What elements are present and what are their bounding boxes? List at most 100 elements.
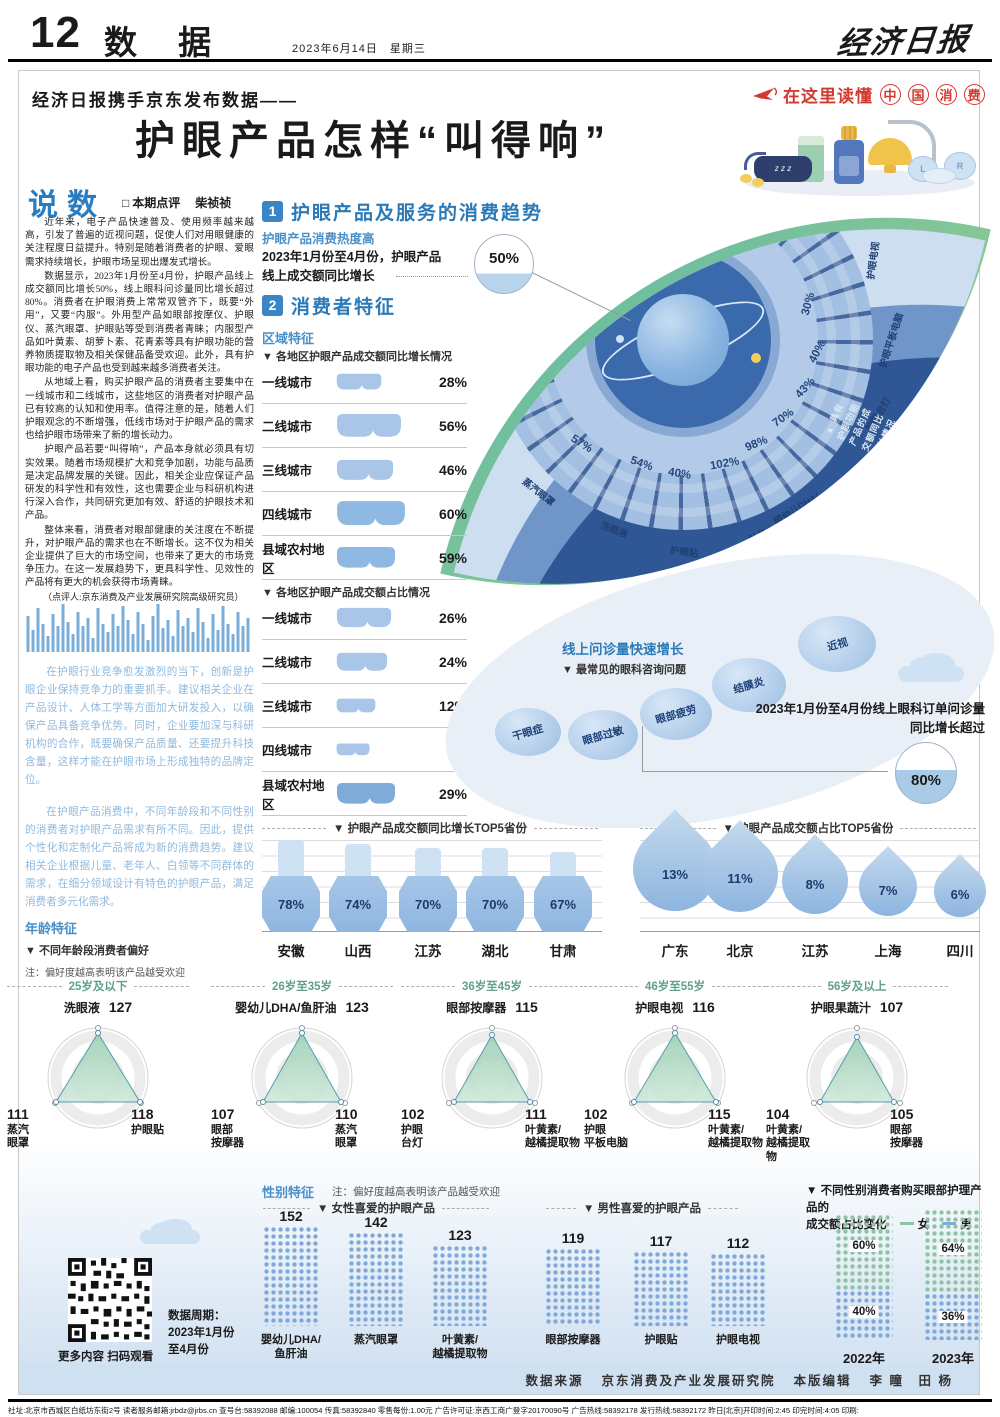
masthead: 12 数 据 2023年6月14日 星期三 经济日报: [30, 6, 972, 62]
data-period: 数据周期： 2023年1月份 至4月份: [168, 1308, 234, 1359]
radar-left-value: 111: [7, 1106, 29, 1122]
age-group-label: 46岁至55岁: [644, 981, 706, 993]
byline: □ 本期点评 柴祯祯: [122, 194, 231, 211]
region-row-label: 二线城市: [262, 420, 313, 434]
radar-plot: [806, 1025, 908, 1129]
eye-mask-icon: [336, 698, 376, 713]
region-row-label: 四线城市: [262, 508, 313, 522]
region-row-value: 28%: [438, 373, 467, 390]
region-row-label: 二线城市: [262, 656, 313, 670]
commentary-text: 近年来，电子产品快速普及、使用频率越来越高，引发了普遍的近视问题，促使人们对用眼…: [25, 216, 254, 605]
green-bottle-cap: [798, 136, 824, 145]
radar-plot: [47, 1025, 149, 1129]
bracket-line: [7, 985, 62, 987]
eye-item-label: 护眼电视: [865, 241, 882, 281]
province-label: 江苏: [414, 944, 442, 959]
age-subtitle: ▼ 不同年龄段消费者偏好: [25, 945, 149, 957]
region-row-label: 三线城市: [262, 464, 313, 478]
page-title: 护眼产品怎样“叫得响”: [135, 119, 612, 163]
region-row-label: 四线城市: [262, 744, 313, 758]
region-row-label: 一线城市: [262, 376, 313, 390]
contact-lens-icon: [922, 168, 956, 184]
dot-bar: 152 婴幼儿DHA/ 鱼肝油: [261, 1208, 321, 1362]
top5-growth-value: 70%: [414, 896, 442, 912]
female-legend-label: 女: [918, 1219, 930, 1231]
radar-left-name: 护眼 平板电脑: [584, 1123, 628, 1150]
date-text: 2023年6月14日: [292, 43, 378, 55]
radar-top-name: 眼部按摩器: [446, 1001, 507, 1015]
radar-left-value: 104: [766, 1106, 790, 1122]
paper-plane-icon: [753, 87, 778, 100]
bracket-line: [529, 985, 583, 987]
commentary-paragraph: 护眼产品若要“叫得响”，产品本身就必须具有切实效果。随着市场规模扩大和竞争加剧，…: [25, 444, 254, 522]
radar-left-value: 107: [211, 1106, 235, 1122]
footer-line: 社址:北京市西城区白纸坊东街2号 读者服务邮箱:jrbdz@jrbs.cn 查号…: [8, 1406, 859, 1415]
eye-mask-icon: [336, 373, 382, 390]
region-row-value: 26%: [438, 609, 467, 626]
region-row: 三线城市 46%: [262, 448, 467, 492]
byline-box-icon: □: [122, 196, 130, 210]
commentary-paragraph: 数据显示，2023年1月份至4月份，护眼产品线上成交额同比增长50%，线上眼科问…: [25, 270, 254, 375]
top5-share-title: ▼ 护眼产品成交额占比TOP5省份: [722, 823, 894, 835]
female-share-value: 60%: [849, 1240, 879, 1252]
consult-topic: 近视: [825, 635, 849, 654]
trend-value: 50%: [488, 249, 520, 267]
consult-topic: 眼部过敏: [581, 723, 625, 748]
slogan-char-xiao: 消: [936, 84, 957, 105]
province-label: 江苏: [801, 944, 829, 959]
radar-right-name: 叶黄素/ 越橘提取物: [525, 1123, 580, 1150]
radar-right-name: 眼部 按摩器: [890, 1123, 923, 1150]
male-share-value: 36%: [938, 1311, 968, 1323]
shuoshu-title: 说数: [28, 189, 106, 222]
region-row: 二线城市 24%: [262, 640, 467, 684]
radar-right-name: 护眼贴: [131, 1123, 164, 1136]
jar-body: 74%: [329, 876, 387, 932]
province-label: 安徽: [277, 944, 305, 959]
dot-bar-value: 112: [726, 1235, 750, 1251]
dot-bar-label: 蒸汽眼罩: [354, 1334, 398, 1346]
pill-icon-1: [740, 174, 752, 183]
eye-mask-icon: [336, 500, 406, 526]
gender-label: 性别特征: [262, 1185, 315, 1200]
bracket-line: [263, 1207, 310, 1209]
dot-bar-value: 119: [561, 1230, 585, 1246]
top5-share-value: 7%: [878, 882, 898, 898]
top5-growth-value: 70%: [481, 896, 509, 912]
region-row-label: 一线城市: [262, 612, 313, 626]
source-name: 京东消费及产业发展研究院: [601, 1373, 776, 1388]
dot-matrix: [263, 1226, 319, 1326]
kicker: 经济日报携手京东发布数据——: [32, 91, 298, 110]
consult-topic-bubble: 眼部过敏: [568, 710, 638, 760]
date: 2023年6月14日 星期三: [292, 40, 426, 56]
region-row-value: 29%: [438, 785, 467, 802]
region-share-title: ▼ 各地区护眼产品成交额占比情况: [262, 587, 430, 599]
radar-right-name: 蒸汽 眼罩: [335, 1123, 357, 1150]
region-growth-chart: 一线城市 28% 二线城市 56% 三线城市 46% 四线城市 60% 县域农村…: [262, 360, 467, 580]
slogan-char-guo: 国: [908, 84, 929, 105]
region-row-value: 60%: [438, 505, 467, 522]
female-segment: 64%: [924, 1209, 982, 1293]
section-2-title: 消费者特征: [291, 297, 397, 318]
region-label: 区域特征: [262, 331, 315, 346]
bracket-line: [442, 1207, 490, 1209]
newspaper-logo: 经济日报: [835, 21, 972, 63]
female-title: ▼ 女性喜爱的护眼产品: [316, 1203, 436, 1215]
radar-top-value: 115: [515, 999, 538, 1015]
region-row-label: 县域农村地区: [262, 542, 325, 576]
commentary-credit: （点评人:京东消费及产业发展研究院高级研究员）: [43, 591, 244, 602]
page-number: 12: [30, 8, 81, 57]
eye-mask-icon: [336, 607, 392, 628]
region-share-chart: 一线城市 26% 二线城市 24% 三线城市 12% 四线城市 9% 县域农村地…: [262, 596, 467, 816]
waveform-decoration: [26, 604, 250, 652]
male-title: ▼ 男性喜爱的护眼产品: [582, 1203, 702, 1215]
dot-bar-label: 叶黄素/ 越橘提取物: [432, 1334, 488, 1361]
data-period-line2: 2023年1月份: [168, 1327, 235, 1339]
jar-body: 78%: [262, 876, 320, 932]
year-label: 2022年: [843, 1351, 885, 1366]
star-dot-icon: [751, 353, 761, 363]
consult-note-line2: 同比增长超过: [909, 721, 985, 735]
male-segment: 36%: [924, 1293, 982, 1340]
dot-bar: 119 眼部按摩器: [545, 1230, 601, 1347]
credits-band: 数据来源 京东消费及产业发展研究院 本版编辑 李 瞳 田 杨: [19, 1364, 979, 1394]
bracket-line: [134, 985, 190, 987]
